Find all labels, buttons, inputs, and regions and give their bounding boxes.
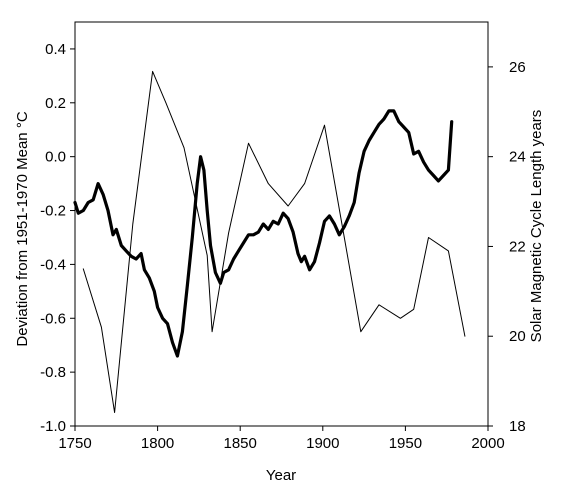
solar-cycle-length-line — [82, 70, 466, 413]
x-tick-label: 2000 — [471, 435, 504, 452]
y-axis-title: Deviation from 1951-1970 Mean °C — [14, 111, 31, 346]
y-tick-label: -0.4 — [40, 256, 66, 273]
x-tick-label: 1800 — [141, 435, 174, 452]
x-axis-title: Year — [266, 467, 296, 484]
y2-tick-label: 20 — [509, 328, 526, 345]
x-axis-ticks: 1750 1800 1850 1900 1950 2000 — [58, 426, 505, 452]
y-tick-label: 0.2 — [45, 95, 66, 112]
y-tick-label: -1.0 — [40, 418, 66, 435]
x-tick-label: 1950 — [389, 435, 422, 452]
x-tick-label: 1900 — [306, 435, 339, 452]
y2-axis-title: Solar Magnetic Cycle Length years — [528, 110, 545, 343]
y-tick-label: -0.8 — [40, 364, 66, 381]
y2-tick-label: 22 — [509, 238, 526, 255]
y-tick-label: -0.2 — [40, 203, 66, 220]
x-tick-label: 1750 — [58, 435, 91, 452]
series-layer — [73, 70, 466, 413]
y-tick-label: 0.4 — [45, 41, 66, 58]
y-tick-label: -0.6 — [40, 310, 66, 327]
plot-area — [74, 21, 489, 427]
y-axis-ticks: -1.0 -0.8 -0.6 -0.4 -0.2 0.0 0.2 0.4 — [40, 41, 75, 435]
y2-axis-ticks: 18 20 22 24 26 — [488, 59, 526, 435]
y-tick-label: 0.0 — [45, 149, 66, 166]
y2-tick-label: 18 — [509, 418, 526, 435]
x-tick-label: 1850 — [224, 435, 257, 452]
y2-tick-label: 26 — [509, 59, 526, 76]
y2-tick-label: 24 — [509, 149, 526, 166]
temperature-deviation-line — [73, 109, 454, 358]
